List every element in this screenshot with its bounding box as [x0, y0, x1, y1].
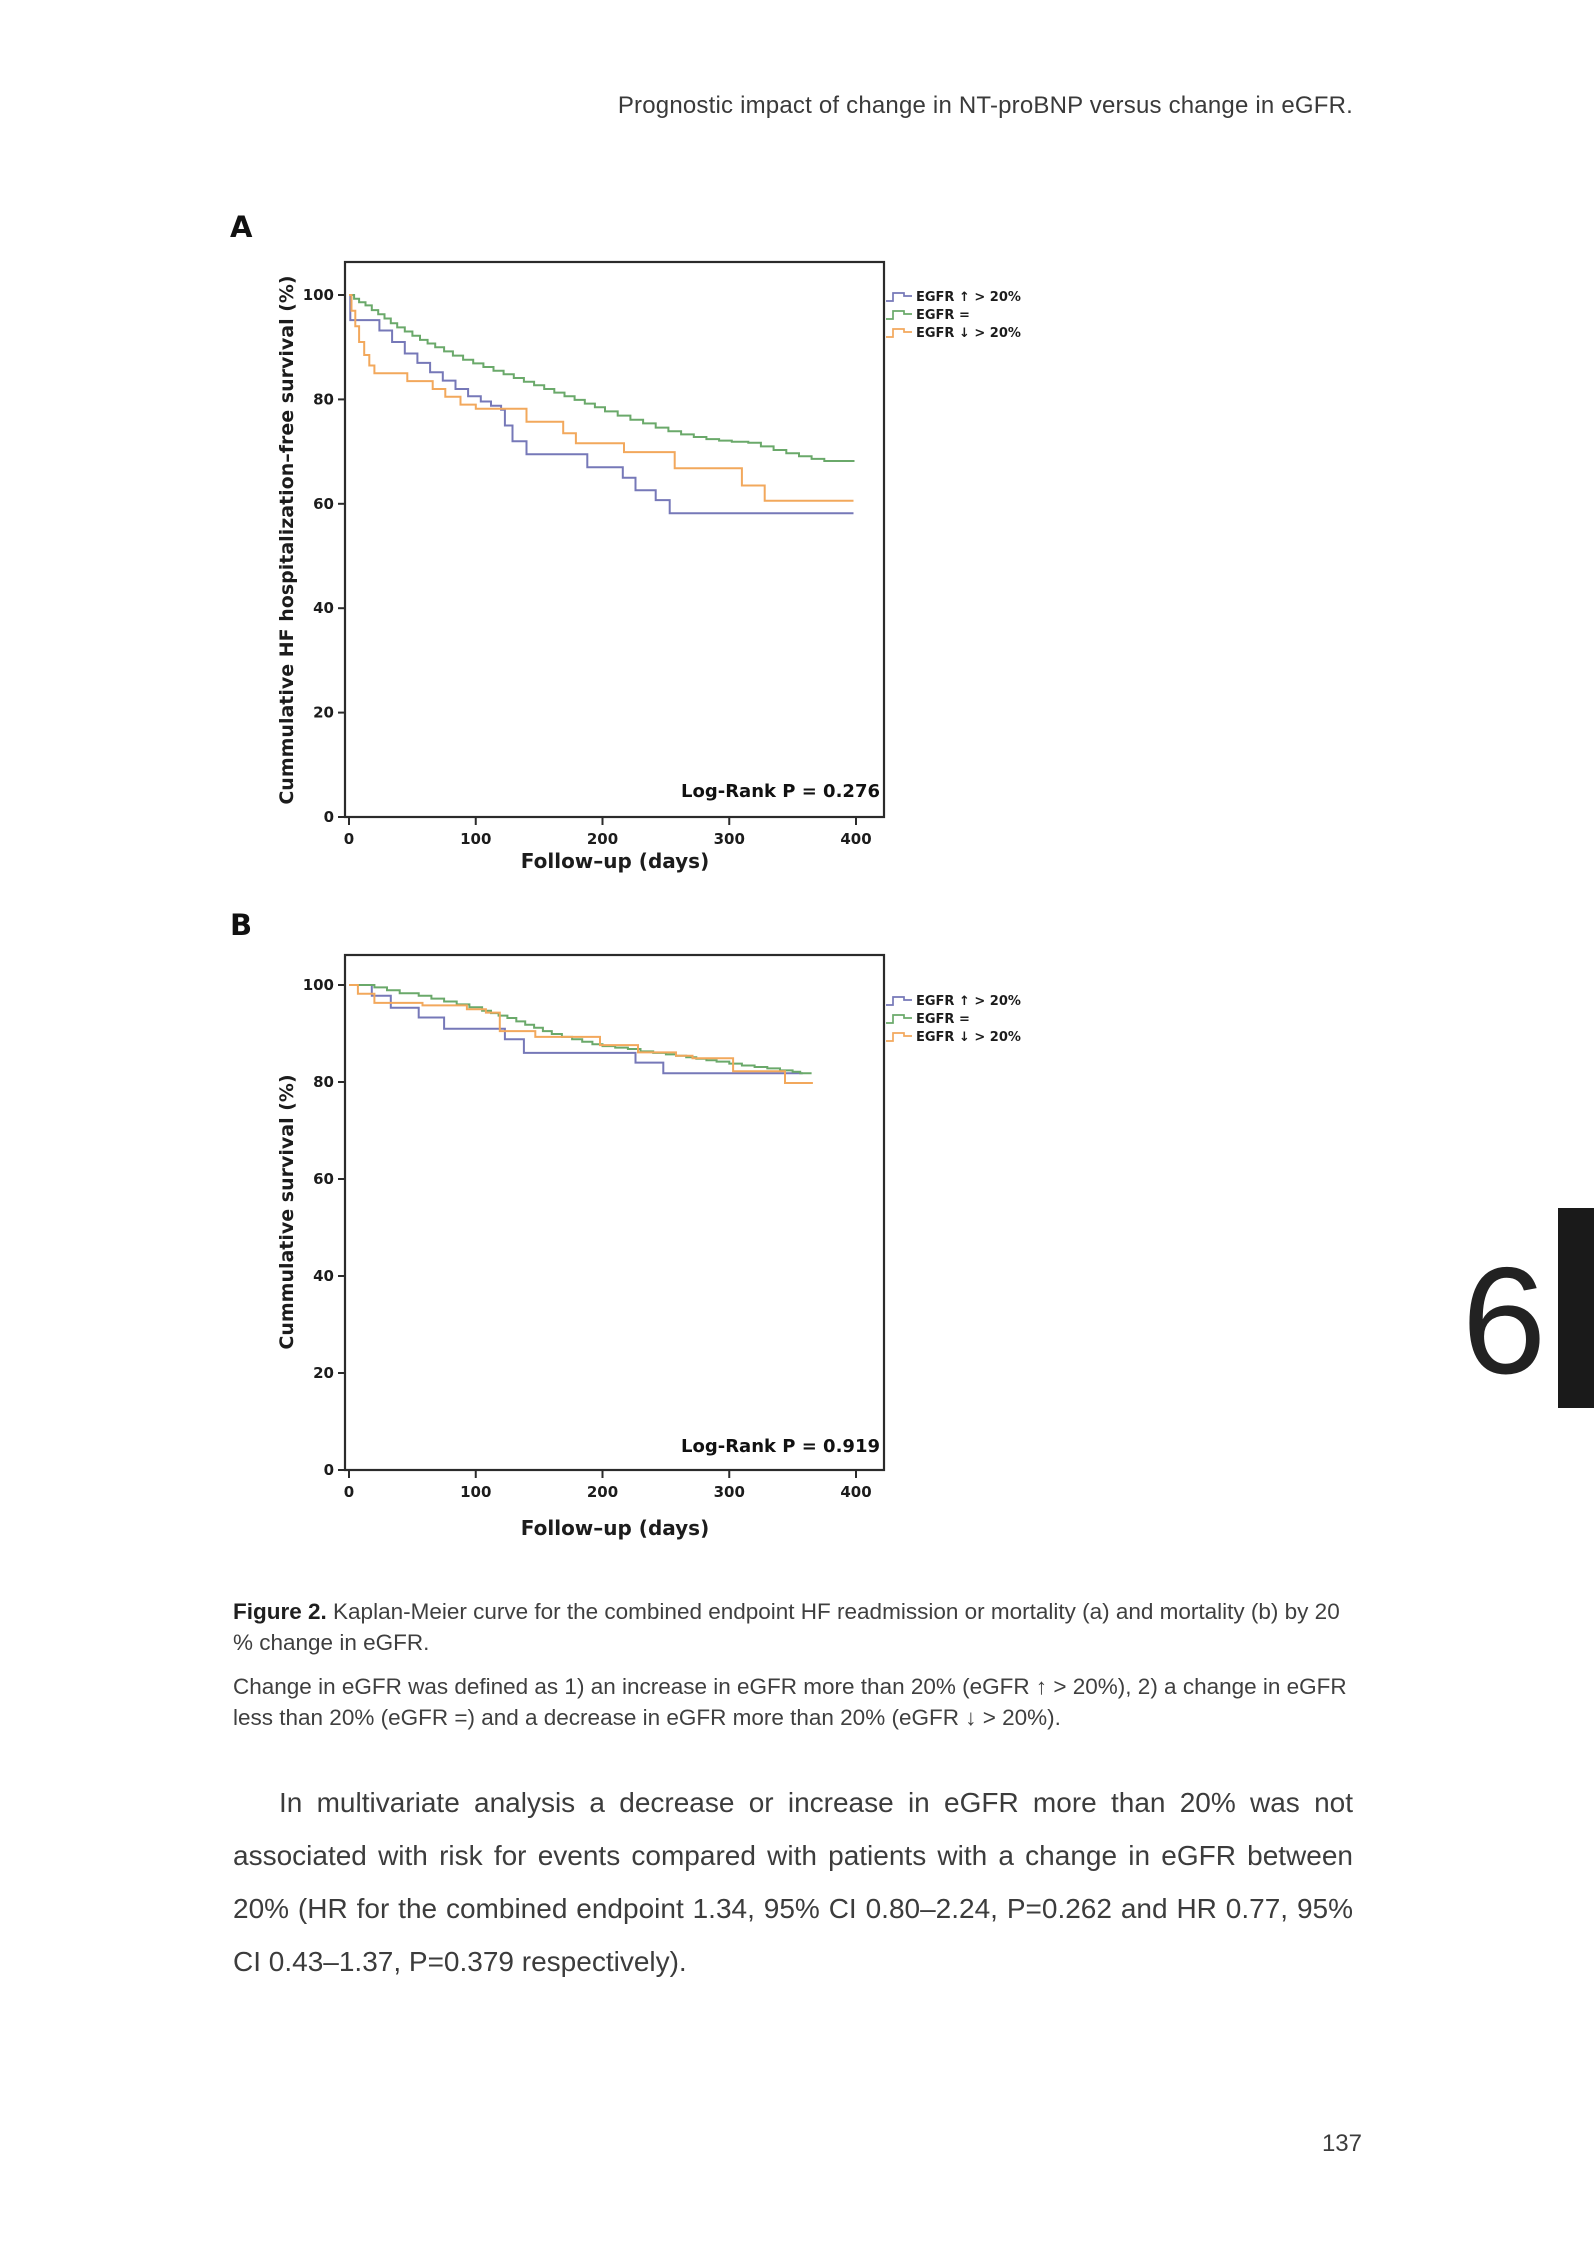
chapter-number: 6: [1461, 1236, 1547, 1406]
svg-text:100: 100: [303, 286, 334, 304]
legend-item: EGFR =: [885, 1010, 1105, 1028]
y-axis-label-a: Cummulative HF hospitalization–free surv…: [276, 275, 298, 805]
legend-item: EGFR ↓ > 20%: [885, 324, 1105, 342]
svg-text:0: 0: [344, 830, 354, 848]
caption-text: Kaplan-Meier curve for the combined endp…: [233, 1599, 1340, 1655]
legend-key-step-line-icon: [886, 310, 912, 320]
legend-b: EGFR ↑ > 20% EGFR = EGFR ↓ > 20%: [885, 992, 1105, 1046]
svg-text:400: 400: [840, 1483, 871, 1501]
legend-label: EGFR ↓ > 20%: [916, 1029, 1021, 1045]
page-number: 137: [1321, 2130, 1362, 2157]
svg-text:200: 200: [587, 830, 618, 848]
logrank-annotation-b: Log-Rank P = 0.919: [681, 1436, 880, 1457]
svg-text:60: 60: [313, 1170, 334, 1188]
svg-text:100: 100: [303, 976, 334, 994]
x-axis-label-a: Follow–up (days): [520, 849, 710, 873]
y-axis-label-b: Cummulative survival (%): [276, 1074, 298, 1350]
legend-label: EGFR ↑ > 20%: [916, 289, 1021, 305]
svg-text:20: 20: [313, 704, 334, 722]
svg-text:0: 0: [344, 1483, 354, 1501]
svg-text:100: 100: [460, 1483, 491, 1501]
svg-text:20: 20: [313, 1364, 334, 1382]
svg-text:0: 0: [324, 808, 334, 826]
svg-text:40: 40: [313, 1267, 334, 1285]
x-axis-label-b: Follow–up (days): [520, 1516, 710, 1540]
svg-text:80: 80: [313, 390, 334, 408]
legend-key-step-line-icon: [886, 1014, 912, 1024]
figure-number: Figure 2.: [233, 1599, 327, 1624]
chapter-tab-bar: [1558, 1208, 1594, 1408]
legend-key-step-line-icon: [886, 292, 912, 302]
svg-text:60: 60: [313, 495, 334, 513]
legend-item: EGFR ↑ > 20%: [885, 288, 1105, 306]
svg-text:100: 100: [460, 830, 491, 848]
svg-text:300: 300: [714, 1483, 745, 1501]
legend-item: EGFR ↑ > 20%: [885, 992, 1105, 1010]
legend-key-step-line-icon: [886, 328, 912, 338]
panel-label-b: B: [230, 908, 253, 942]
svg-text:400: 400: [840, 830, 871, 848]
caption-main: Figure 2. Kaplan-Meier curve for the com…: [233, 1596, 1355, 1658]
legend-a: EGFR ↑ > 20% EGFR = EGFR ↓ > 20%: [885, 288, 1105, 342]
legend-item: EGFR =: [885, 306, 1105, 324]
legend-label: EGFR =: [916, 307, 970, 323]
svg-text:0: 0: [324, 1461, 334, 1479]
body-paragraph: In multivariate analysis a decrease or i…: [233, 1787, 1353, 1977]
running-head: Prognostic impact of change in NT-proBNP…: [617, 92, 1353, 119]
svg-text:80: 80: [313, 1073, 334, 1091]
panel-label-a: A: [230, 210, 253, 244]
figure-caption: Figure 2. Kaplan-Meier curve for the com…: [233, 1596, 1355, 1733]
legend-label: EGFR =: [916, 1011, 970, 1027]
svg-text:200: 200: [587, 1483, 618, 1501]
legend-label: EGFR ↓ > 20%: [916, 325, 1021, 341]
legend-label: EGFR ↑ > 20%: [916, 993, 1021, 1009]
svg-text:40: 40: [313, 599, 334, 617]
logrank-annotation-a: Log-Rank P = 0.276: [681, 781, 880, 802]
legend-item: EGFR ↓ > 20%: [885, 1028, 1105, 1046]
legend-key-step-line-icon: [886, 1032, 912, 1042]
svg-text:300: 300: [714, 830, 745, 848]
legend-key-step-line-icon: [886, 996, 912, 1006]
caption-definition: Change in eGFR was defined as 1) an incr…: [233, 1674, 1347, 1730]
